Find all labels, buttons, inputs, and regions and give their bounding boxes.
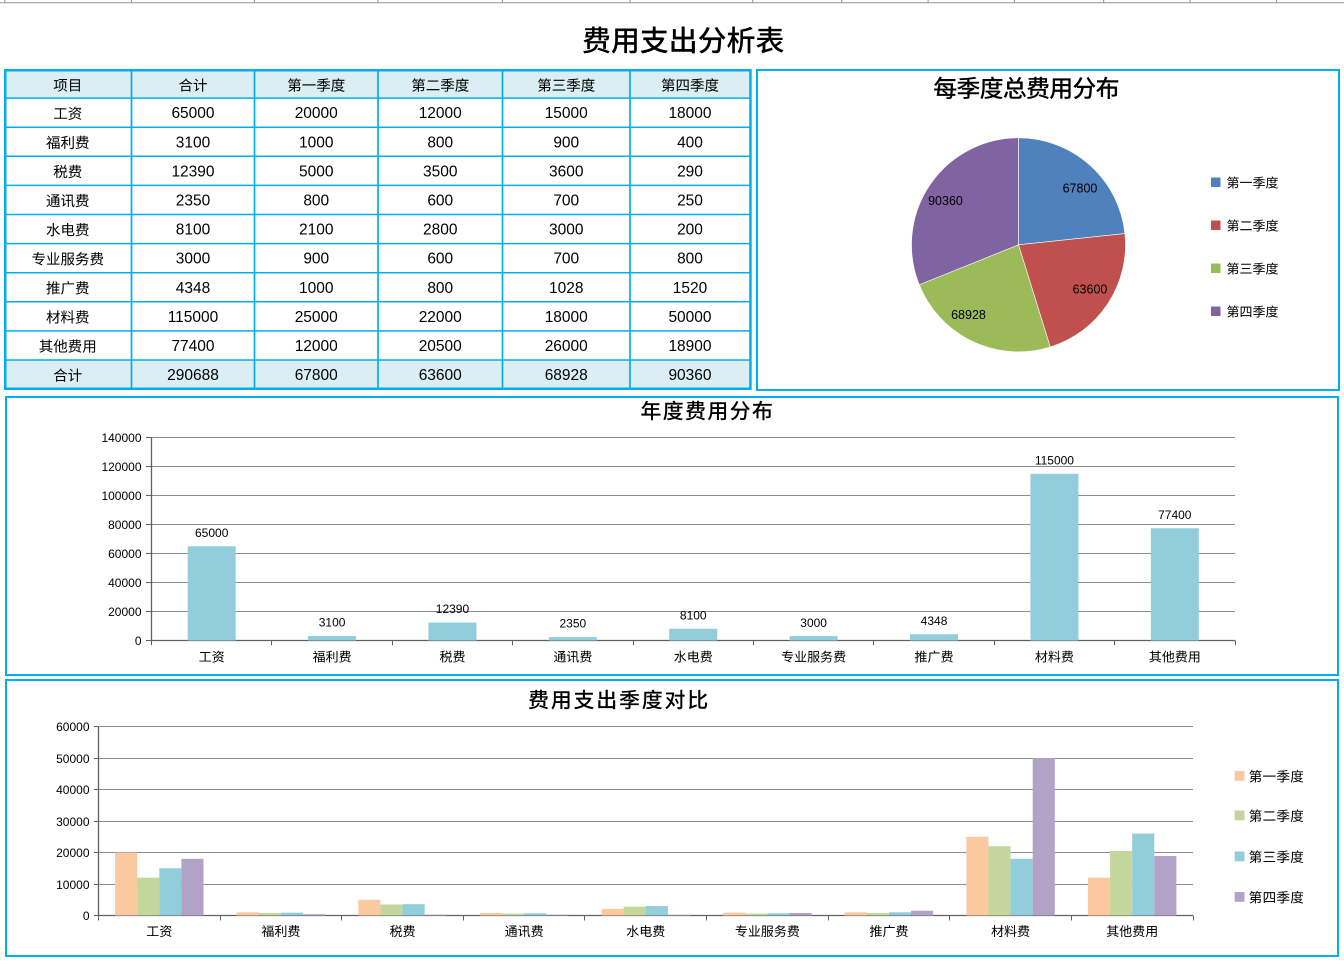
svg-text:68928: 68928	[545, 367, 588, 384]
svg-text:3100: 3100	[176, 134, 211, 151]
svg-text:2350: 2350	[560, 617, 587, 631]
svg-text:800: 800	[303, 192, 329, 209]
svg-text:900: 900	[303, 251, 329, 268]
svg-text:90360: 90360	[668, 367, 711, 384]
svg-text:4348: 4348	[921, 614, 948, 628]
svg-text:100000: 100000	[101, 489, 141, 503]
svg-text:8100: 8100	[680, 608, 707, 622]
svg-text:400: 400	[677, 134, 703, 151]
svg-text:5000: 5000	[299, 163, 334, 180]
svg-text:80000: 80000	[108, 518, 142, 532]
svg-text:15000: 15000	[545, 105, 588, 122]
svg-text:800: 800	[427, 134, 453, 151]
svg-text:1028: 1028	[549, 280, 583, 297]
svg-text:77400: 77400	[1158, 508, 1192, 522]
svg-text:1000: 1000	[299, 134, 334, 151]
svg-text:12390: 12390	[436, 602, 470, 616]
svg-text:12000: 12000	[419, 105, 462, 122]
svg-text:60000: 60000	[56, 720, 90, 734]
svg-text:20000: 20000	[295, 105, 338, 122]
svg-text:700: 700	[553, 192, 579, 209]
svg-text:700: 700	[553, 251, 579, 268]
svg-text:8100: 8100	[176, 222, 211, 239]
svg-text:90360: 90360	[928, 194, 963, 208]
svg-text:2350: 2350	[176, 192, 211, 209]
svg-text:3000: 3000	[800, 616, 827, 630]
svg-text:3100: 3100	[319, 616, 346, 630]
svg-text:115000: 115000	[168, 309, 219, 326]
svg-text:600: 600	[427, 192, 453, 209]
svg-text:65000: 65000	[171, 105, 214, 122]
svg-text:600: 600	[427, 251, 453, 268]
svg-text:3500: 3500	[423, 163, 458, 180]
svg-text:290688: 290688	[167, 367, 219, 384]
svg-text:10000: 10000	[56, 878, 90, 892]
svg-text:20000: 20000	[108, 605, 142, 619]
svg-text:68928: 68928	[951, 308, 986, 322]
svg-text:120000: 120000	[101, 460, 141, 474]
svg-text:900: 900	[553, 134, 579, 151]
svg-text:4348: 4348	[176, 280, 210, 297]
svg-text:3600: 3600	[549, 163, 584, 180]
svg-text:67800: 67800	[295, 367, 338, 384]
svg-text:290: 290	[677, 163, 703, 180]
svg-text:67800: 67800	[1063, 182, 1098, 196]
svg-text:2100: 2100	[299, 222, 334, 239]
svg-text:0: 0	[135, 634, 142, 648]
svg-text:3000: 3000	[549, 222, 584, 239]
svg-text:250: 250	[677, 192, 703, 209]
svg-text:0: 0	[83, 909, 90, 923]
svg-text:800: 800	[677, 251, 703, 268]
svg-text:2800: 2800	[423, 222, 458, 239]
svg-text:26000: 26000	[545, 338, 588, 355]
svg-text:40000: 40000	[56, 783, 90, 797]
svg-text:65000: 65000	[195, 526, 229, 540]
svg-text:25000: 25000	[295, 309, 338, 326]
svg-text:20000: 20000	[56, 846, 90, 860]
svg-text:18900: 18900	[668, 338, 711, 355]
svg-text:77400: 77400	[171, 338, 214, 355]
svg-text:18000: 18000	[545, 309, 588, 326]
svg-text:1000: 1000	[299, 280, 334, 297]
svg-text:60000: 60000	[108, 547, 142, 561]
svg-text:20500: 20500	[419, 338, 462, 355]
svg-text:140000: 140000	[101, 431, 141, 445]
svg-text:115000: 115000	[1035, 453, 1074, 467]
svg-text:12000: 12000	[295, 338, 338, 355]
svg-text:800: 800	[427, 280, 453, 297]
svg-text:63600: 63600	[1073, 283, 1108, 297]
svg-text:18000: 18000	[668, 105, 711, 122]
svg-text:50000: 50000	[56, 752, 90, 766]
svg-text:1520: 1520	[673, 280, 708, 297]
svg-text:200: 200	[677, 222, 703, 239]
svg-text:30000: 30000	[56, 815, 90, 829]
svg-text:40000: 40000	[108, 576, 142, 590]
svg-text:50000: 50000	[668, 309, 711, 326]
svg-text:63600: 63600	[419, 367, 462, 384]
svg-text:3000: 3000	[176, 251, 211, 268]
svg-text:12390: 12390	[171, 163, 214, 180]
svg-text:22000: 22000	[419, 309, 462, 326]
